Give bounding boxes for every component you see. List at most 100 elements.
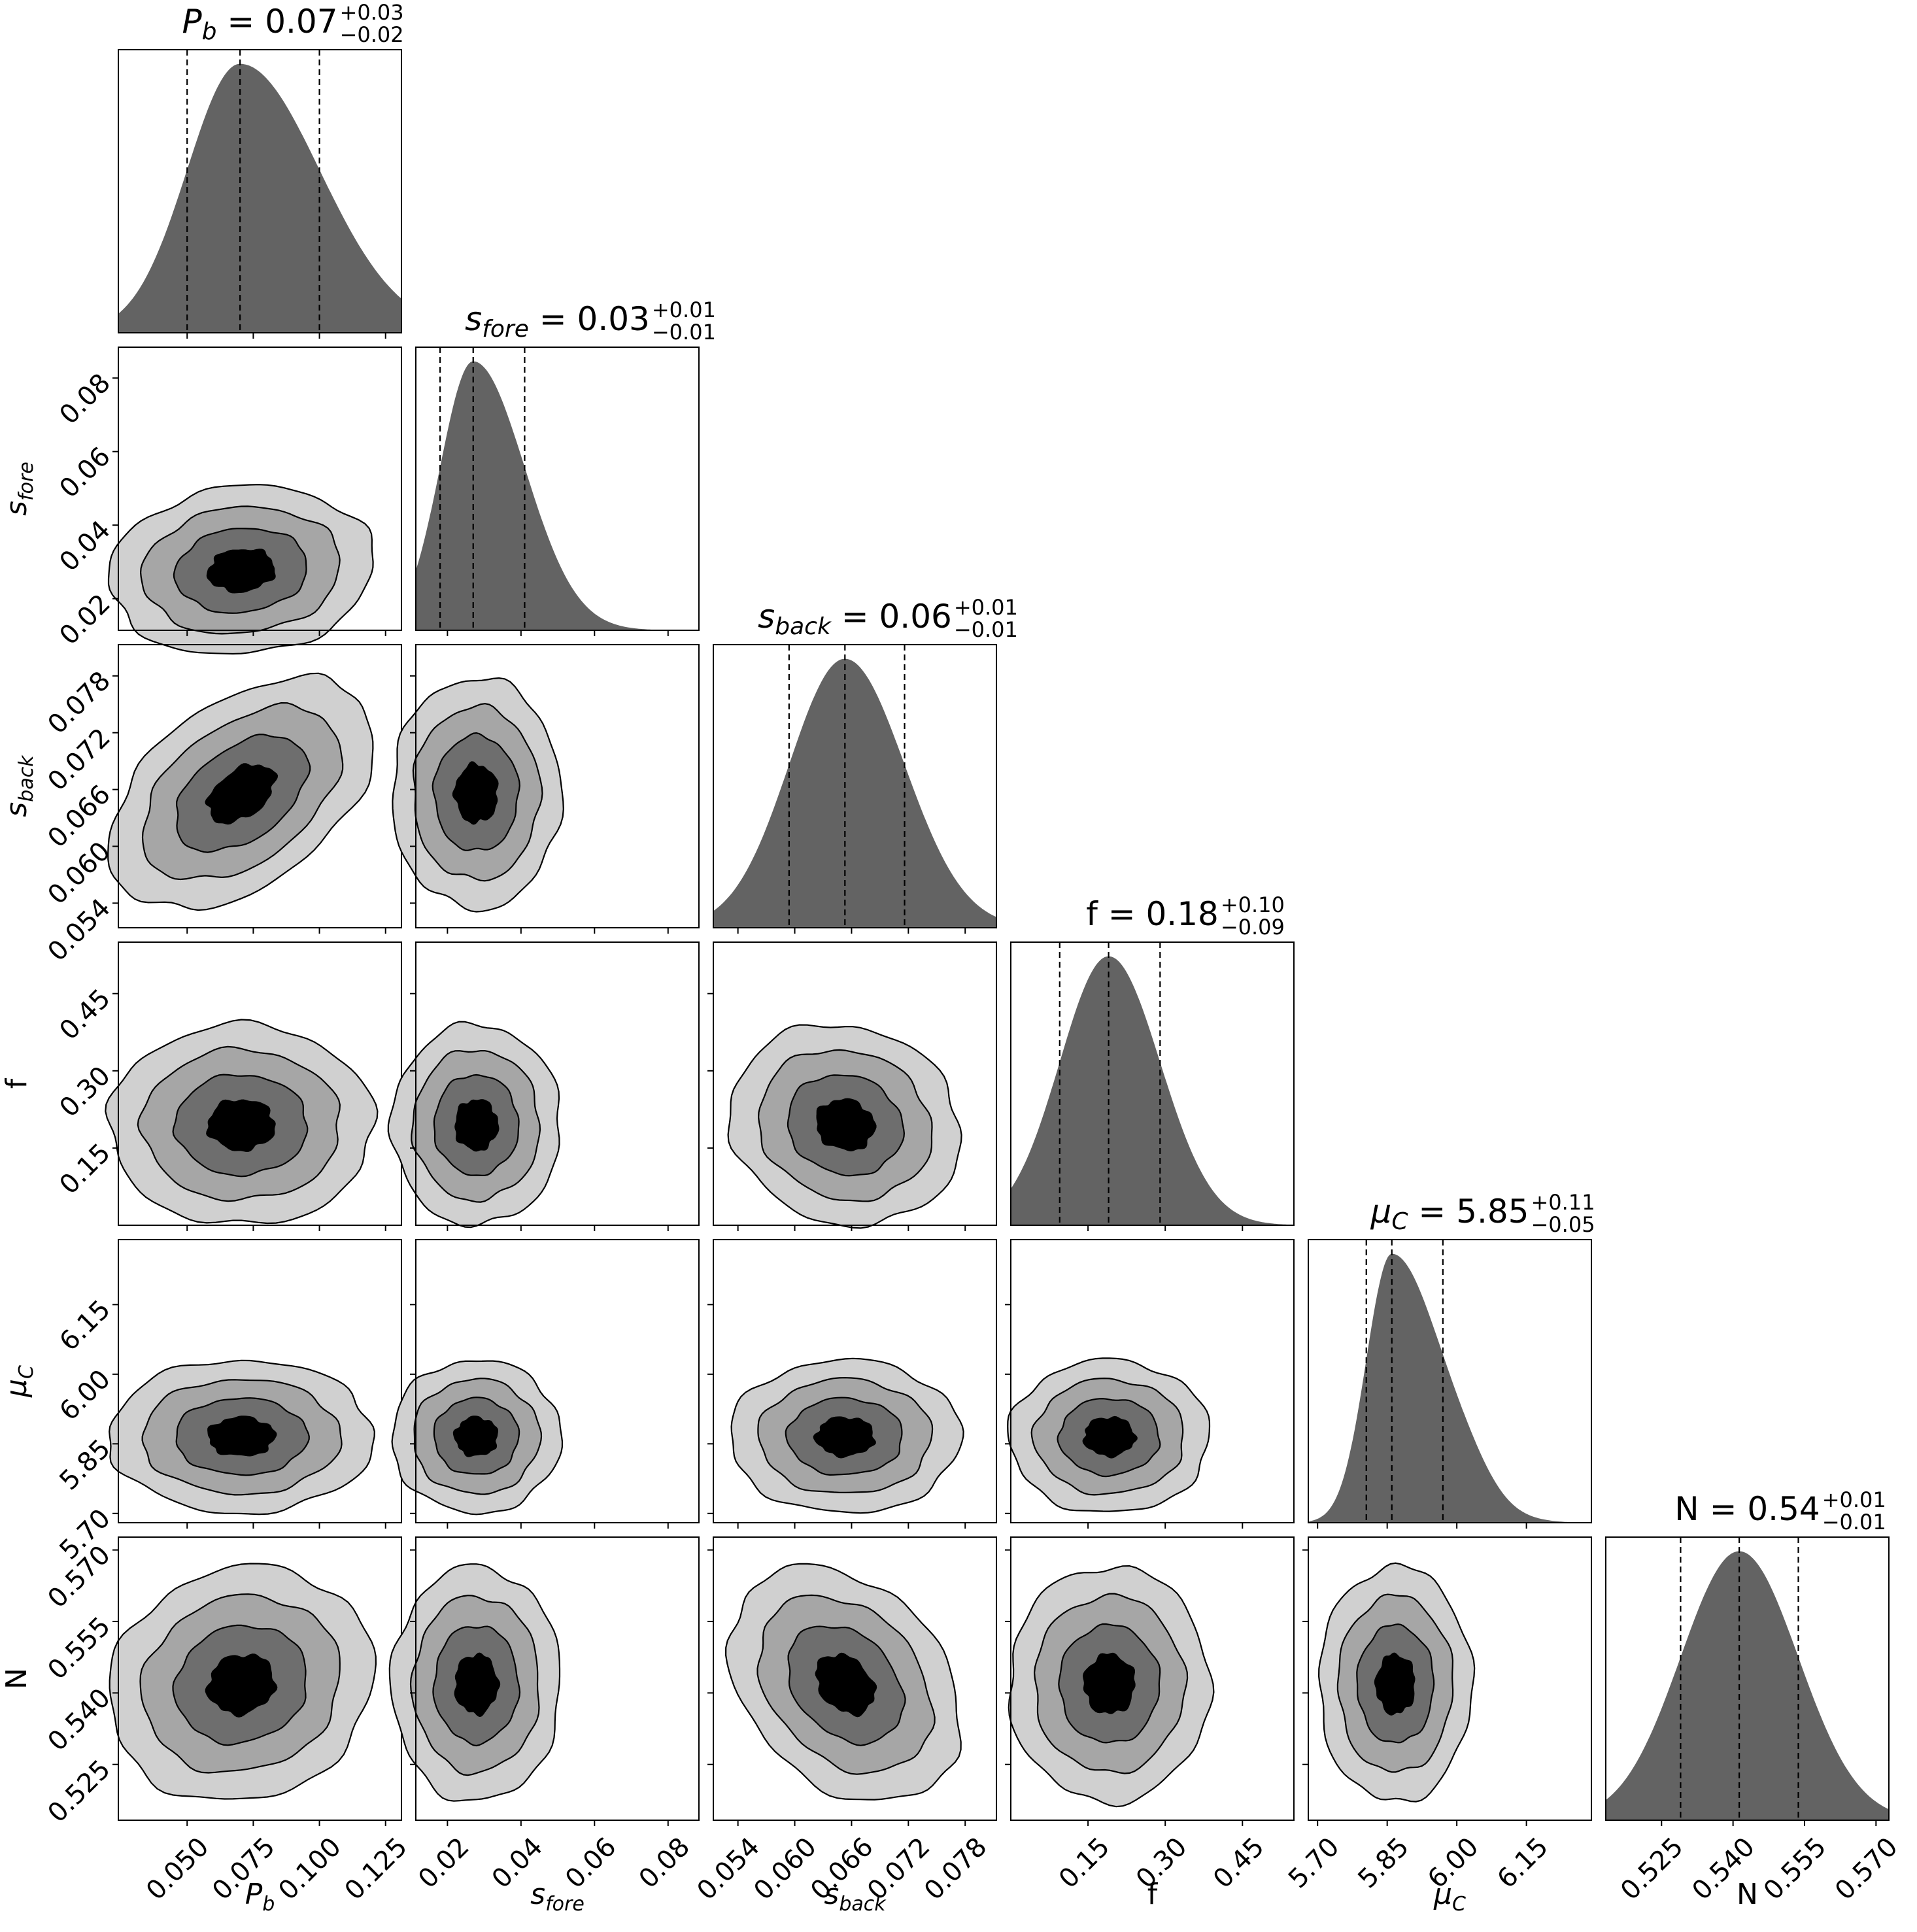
x-axis-label-sback: sback — [824, 1878, 887, 1916]
panel-frame — [118, 347, 402, 631]
y-tick-label: 0.06 — [54, 441, 116, 504]
contour-panel-f-vs-sback — [707, 941, 997, 1231]
contour-core — [1082, 1652, 1136, 1714]
x-tick-label: 0.15 — [1053, 1832, 1116, 1895]
y-tick-label: 0.078 — [42, 666, 116, 740]
x-axis-f: 0.15 0.30 0.45 f — [1053, 1832, 1270, 1911]
y-tick-label: 0.060 — [42, 836, 116, 911]
x-tick-label: 0.555 — [1758, 1832, 1833, 1907]
axis-label-symbol: s — [0, 501, 33, 516]
y-tick-label: 0.08 — [54, 368, 116, 431]
contour-core — [452, 761, 499, 825]
title-symbol: s — [465, 300, 482, 338]
title-value: 5.85 — [1456, 1193, 1529, 1230]
x-tick-label: 0.02 — [413, 1832, 475, 1895]
panel-frame — [415, 1536, 700, 1821]
title-subscript: fore — [482, 316, 529, 343]
axis-label-subscript: b — [262, 1893, 275, 1916]
title-subscript: C — [1391, 1208, 1408, 1235]
title-value: 0.07 — [265, 3, 337, 41]
title-minus-error: −0.02 — [340, 22, 404, 47]
panel-title-N: N = 0.54 — [1674, 1490, 1820, 1528]
y-tick-label: 0.02 — [54, 588, 116, 651]
title-value: 0.18 — [1145, 895, 1218, 933]
y-axis-label-muC: μC — [0, 1365, 38, 1398]
axis-label-subscript: back — [15, 754, 38, 802]
panel-frame — [713, 644, 997, 928]
x-tick-label: 5.70 — [1283, 1832, 1346, 1895]
contour-core — [207, 1415, 277, 1457]
contour-core — [454, 1099, 500, 1152]
contour-panel-N-vs-Pb — [109, 1536, 402, 1826]
contour-panel-N-vs-muC — [1302, 1536, 1592, 1826]
contour-panel-f-vs-Pb — [105, 941, 402, 1231]
contour-core — [813, 1416, 876, 1459]
x-axis-label-Pb: Pb — [245, 1878, 275, 1916]
axis-label-symbol: N — [1737, 1878, 1758, 1911]
contour-panel-N-vs-f — [1005, 1536, 1295, 1826]
contour-panel-muC-vs-Pb — [109, 1239, 402, 1529]
contour-panel-sfore-vs-Pb — [107, 347, 402, 655]
y-axis-label-sback: sback — [0, 754, 38, 817]
title-minus-error: −0.01 — [652, 320, 716, 345]
panel-frame — [118, 49, 402, 333]
x-tick-label: 0.570 — [1829, 1832, 1904, 1907]
panel-frame — [415, 1239, 700, 1523]
y-tick-label: 0.540 — [42, 1683, 116, 1757]
x-axis-label-f: f — [1147, 1878, 1159, 1911]
title-equals: = — [1699, 1490, 1748, 1528]
x-axis-label-sfore: sfore — [530, 1878, 585, 1916]
title-symbol: s — [758, 598, 775, 636]
axis-label-symbol: s — [530, 1878, 545, 1911]
panel-frame — [118, 1239, 402, 1523]
panel-frame — [1010, 1239, 1295, 1523]
axis-label-subscript: C — [15, 1365, 38, 1379]
axis-label-subscript: fore — [545, 1893, 585, 1916]
histogram-Pb — [118, 63, 401, 333]
axis-label-symbol: P — [245, 1878, 263, 1911]
y-axis-label-sfore: sfore — [0, 462, 38, 516]
y-axis-f: 0.150.300.45f — [0, 983, 116, 1200]
contour-panel-muC-vs-f — [1005, 1239, 1295, 1529]
y-tick-label: 0.555 — [42, 1611, 116, 1686]
axis-label-symbol: f — [0, 1077, 33, 1089]
panel-frame — [1308, 1239, 1592, 1523]
x-tick-label: 0.050 — [141, 1832, 215, 1907]
x-tick-label: 0.525 — [1615, 1832, 1689, 1907]
x-tick-label: 5.85 — [1352, 1832, 1415, 1895]
panel-frame — [415, 941, 700, 1226]
panel-frame — [415, 347, 700, 631]
panel-title-muC: μC = 5.85 — [1370, 1193, 1529, 1235]
contour-core — [452, 1415, 498, 1457]
contour-panel-f-vs-sfore — [387, 941, 700, 1231]
title-minus-error: −0.09 — [1221, 915, 1285, 940]
y-tick-label: 6.00 — [54, 1364, 116, 1427]
panel-frame — [1308, 1536, 1592, 1821]
y-tick-label: 5.85 — [54, 1434, 116, 1497]
x-tick-label: 0.078 — [919, 1832, 993, 1907]
hist-panel-sfore: sfore = 0.03 +0.01−0.01 — [415, 297, 716, 636]
panel-frame — [1010, 941, 1295, 1226]
panel-title-Pb: Pb = 0.07 — [182, 3, 337, 45]
contour-core — [206, 549, 276, 594]
panel-frame — [1605, 1536, 1890, 1821]
axis-label-subscript: fore — [15, 462, 38, 501]
hist-panel-Pb: Pb = 0.07 +0.03−0.02 — [118, 0, 404, 339]
title-minus-error: −0.01 — [954, 617, 1018, 642]
contour-core — [454, 1652, 501, 1718]
x-tick-label: 0.08 — [634, 1832, 696, 1895]
hist-panel-muC: μC = 5.85 +0.11−0.05 — [1308, 1190, 1595, 1529]
title-minus-error: −0.01 — [1822, 1510, 1886, 1534]
panel-title-sback: sback = 0.06 — [758, 598, 952, 640]
x-tick-label: 0.100 — [273, 1832, 347, 1907]
title-value: 0.54 — [1747, 1490, 1820, 1528]
title-equals: = — [529, 300, 577, 338]
contour-core — [206, 1099, 276, 1152]
x-tick-label: 0.45 — [1208, 1832, 1270, 1895]
